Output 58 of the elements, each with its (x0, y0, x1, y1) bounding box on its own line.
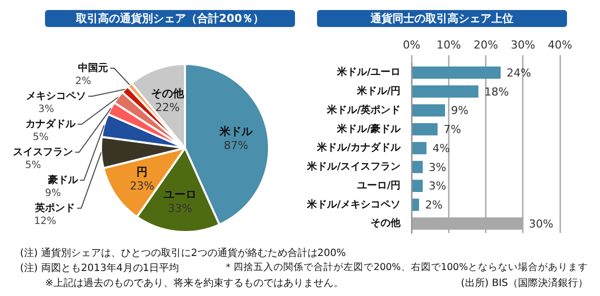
data-label: 3% (38, 104, 54, 116)
bar (412, 142, 426, 154)
x-tick-label: 40% (548, 38, 572, 52)
data-label: 3% (428, 180, 446, 193)
bar (412, 198, 420, 211)
slice-label: カナダドル (26, 118, 77, 130)
slice-label: 米ドル (218, 125, 254, 138)
y-tick-label: ユーロ/円 (356, 180, 401, 192)
bar (412, 123, 438, 136)
slice-label: その他 (150, 86, 185, 100)
data-label: 3% (428, 160, 446, 174)
data-label: 12% (34, 216, 56, 228)
x-tick-label: 30% (510, 38, 536, 52)
slice-label: 豪ドル (46, 174, 79, 186)
y-tick-label: 米ドル/スイスフラン (306, 160, 401, 173)
y-tick-label: 米ドル/カナダドル (316, 142, 402, 154)
bar (412, 104, 446, 116)
slice-label: 円 (136, 165, 148, 178)
y-tick-label: 米ドル/英ポンド (326, 104, 401, 116)
text: (出所) BIS（国際決済銀行） (460, 276, 588, 290)
text: (注) 通貨別シェアは、ひとつの取引に2つの通貨が絡むため合計は200% (20, 246, 346, 260)
x-tick-label: 10% (436, 38, 461, 52)
slice-label: メキシコペソ (26, 91, 86, 102)
slice-label: 英ポンド (34, 202, 76, 214)
data-label: 2% (75, 76, 92, 88)
data-label: 33% (168, 202, 192, 215)
data-label: 22% (155, 100, 180, 114)
slice-label: ユーロ (164, 188, 197, 201)
data-label: 5% (25, 160, 42, 172)
y-tick-label: 米ドル/メキシコペソ (306, 198, 401, 210)
text: ※上記は過去のものであり、将来を約束するものではありません。 (45, 276, 344, 290)
data-label: 7% (444, 123, 462, 136)
y-tick-label: 米ドル/豪ドル (336, 122, 402, 135)
data-label: 30% (528, 217, 554, 230)
x-tick-label: 0% (402, 38, 420, 52)
slice-label: スイスフラン (13, 147, 74, 158)
data-label: 4% (432, 142, 450, 155)
y-tick-label: 米ドル/円 (356, 85, 401, 98)
data-label: 24% (506, 66, 532, 80)
text: (注) 両図とも2013年4月の1日平均 (20, 262, 180, 275)
bar (412, 85, 478, 98)
data-label: 2% (425, 198, 443, 212)
chart-title: 取引高の通貨別シェア（合計200％） (45, 10, 295, 27)
data-label: 5% (32, 132, 49, 144)
chart-title: 通貨同士の取引高シェア上位 (317, 10, 567, 27)
slice-label: 中国元 (78, 62, 108, 74)
x-tick-label: 20% (474, 38, 498, 52)
bar (412, 160, 423, 174)
data-label: 23% (130, 179, 154, 192)
data-label: 87% (224, 139, 248, 152)
data-label: 18% (484, 85, 509, 98)
y-tick-label: その他 (370, 217, 402, 230)
y-tick-label: 米ドル/ユーロ (336, 66, 401, 78)
bar (412, 180, 423, 192)
bar (412, 66, 501, 79)
data-label: 9% (44, 188, 61, 200)
text: ＊四捨五入の関係で合計が左図で200%、右図で100%とならない場合があります (224, 261, 588, 274)
data-label: 9% (451, 104, 468, 118)
